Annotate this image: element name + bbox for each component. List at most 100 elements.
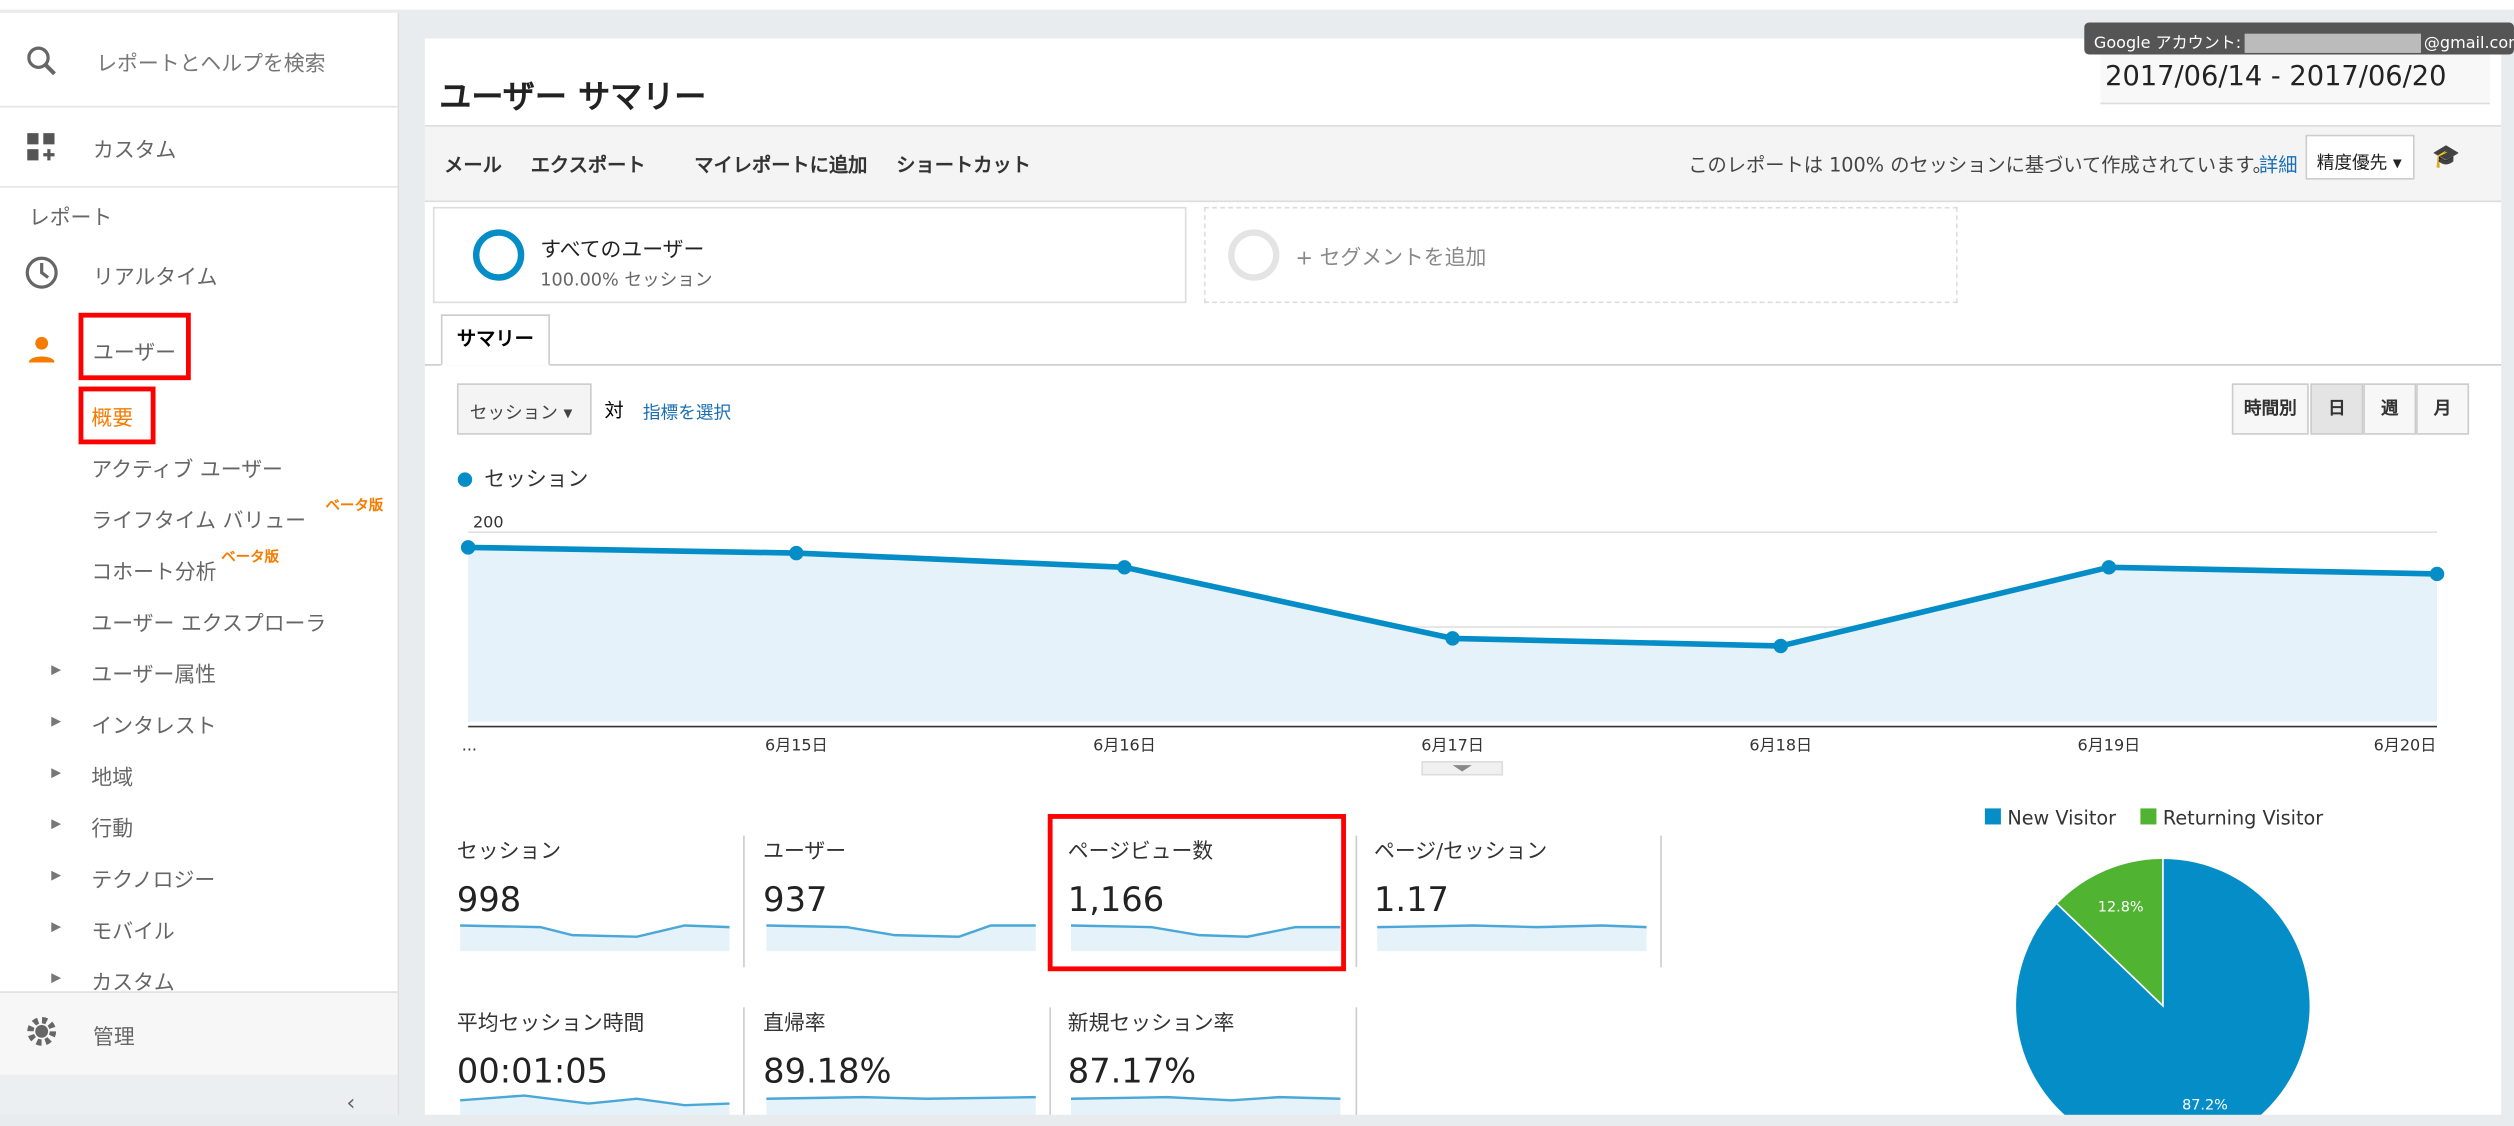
metric-label: 平均セッション時間	[457, 1011, 644, 1035]
period-button[interactable]: 時間別	[2231, 383, 2309, 435]
y-tick-label: 200	[473, 512, 504, 531]
sparkline	[1377, 924, 1647, 952]
segment-sub: 100.00% セッション	[540, 269, 713, 291]
legend-label: New Visitor	[2007, 806, 2116, 829]
nav-item[interactable]: アクティブ ユーザー	[91, 458, 283, 483]
segment-ring-empty	[1228, 229, 1280, 281]
precision-select[interactable]: 精度優先 ▾	[2305, 134, 2415, 180]
search-icon	[27, 46, 56, 76]
sparkline-line	[766, 1095, 1036, 1100]
nav-group[interactable]: 行動	[91, 818, 134, 843]
users[interactable]: ユーザー	[92, 341, 176, 366]
top-bar	[0, 0, 2514, 10]
admin[interactable]: 管理	[92, 1026, 135, 1051]
sparkline	[1070, 924, 1341, 952]
nav-group[interactable]: ユーザー属性	[91, 664, 217, 689]
nav-item[interactable]: ライフタイム バリュー	[91, 510, 307, 535]
account-badge: Google アカウント: @gmail.com	[2084, 22, 2514, 55]
page-title: ユーザー サマリー	[439, 76, 707, 116]
account-label: Google アカウント:	[2093, 35, 2242, 53]
data-point	[460, 540, 476, 555]
metric-label: ユーザー	[763, 839, 846, 863]
gear-icon	[27, 1016, 57, 1046]
metric-value: 937	[763, 880, 827, 919]
expand-arrow: ▶	[51, 867, 62, 883]
metric-value: 89.18%	[763, 1052, 891, 1091]
clock-icon	[25, 256, 58, 289]
sparkline-line	[460, 1094, 730, 1107]
legend-label: セッション	[484, 467, 588, 491]
realtime[interactable]: リアルタイム	[92, 266, 218, 291]
metric-value: 00:01:05	[457, 1052, 608, 1091]
beta-badge: ベータ版	[221, 550, 279, 567]
nav-group[interactable]: インタレスト	[91, 715, 217, 740]
sidebar: レポートとヘルプを検索 カスタム レポート リアルタイム ユーザー 管理 ‹ 概…	[0, 12, 400, 1126]
detail-link[interactable]: 詳細	[2259, 153, 2298, 177]
data-point	[789, 545, 804, 561]
nav-item[interactable]: コホート分析	[91, 561, 217, 586]
toolbar-item[interactable]: マイレポートに追加	[694, 153, 868, 177]
nav-group[interactable]: テクノロジー	[91, 869, 216, 894]
account-email: @gmail.com	[2423, 35, 2514, 53]
toolbar-item[interactable]: ショートカット	[896, 153, 1031, 177]
sparkline-area	[1071, 925, 1341, 952]
nav-group[interactable]: モバイル	[91, 920, 175, 945]
series-area	[468, 547, 2438, 722]
select-metric[interactable]: 指標を選択	[642, 402, 732, 424]
sparkline-line	[1070, 1095, 1341, 1102]
data-point	[2429, 566, 2445, 582]
segment-ring	[472, 229, 525, 281]
period-button[interactable]: 月	[2416, 383, 2470, 435]
sparkline	[766, 924, 1036, 952]
user-icon	[28, 336, 55, 363]
custom-icon	[27, 133, 55, 161]
data-point	[2101, 560, 2117, 575]
x-tick-label: 6月19日	[2078, 736, 2141, 755]
metric-label: 新規セッション率	[1068, 1011, 1235, 1035]
period-button[interactable]: 日	[2310, 383, 2364, 435]
notice: このレポートは 100% のセッションに基づいて作成されています。	[1688, 153, 2272, 177]
x-tick-label: 6月18日	[1749, 736, 1812, 755]
precision: 精度優先	[2316, 152, 2388, 174]
beta-badge: ベータ版	[325, 498, 384, 515]
metric-label: セッション	[457, 839, 561, 863]
x-tick-label: 6月17日	[1421, 736, 1484, 755]
metric-value: 998	[457, 880, 521, 919]
metric-label: ページ/セッション	[1374, 839, 1547, 863]
data-point	[1773, 638, 1788, 654]
expand-arrow: ▶	[51, 713, 62, 729]
metric-value: 1,166	[1068, 880, 1164, 919]
segment-name[interactable]: すべてのユーザー	[540, 238, 705, 264]
reports-heading: レポート	[28, 206, 113, 231]
tab[interactable]: サマリー	[440, 314, 550, 366]
data-point	[1117, 560, 1132, 575]
metric-value: 1.17	[1374, 880, 1449, 919]
legend-swatch	[1984, 808, 2001, 825]
sparkline-line	[766, 924, 1036, 938]
legend-swatch	[2140, 808, 2157, 825]
collapse-icon[interactable]: ‹	[346, 1090, 356, 1117]
toolbar-item[interactable]: メール	[444, 153, 502, 177]
expand-arrow: ▶	[51, 662, 62, 677]
search[interactable]: レポートとヘルプを検索	[96, 52, 326, 77]
metric: セッション	[469, 402, 558, 424]
nav-item[interactable]: 概要	[91, 407, 134, 432]
cap-icon[interactable]: 🎓	[2432, 144, 2461, 171]
x-tick-label: 6月16日	[1093, 736, 1156, 755]
expand-arrow: ▶	[51, 919, 62, 934]
nav-item[interactable]: ユーザー エクスプローラ	[91, 612, 327, 637]
metric-label: 直帰率	[763, 1011, 825, 1035]
date-range[interactable]: 2017/06/14 - 2017/06/20	[2100, 54, 2490, 105]
toolbar-item[interactable]: エクスポート	[530, 153, 646, 177]
nav-group[interactable]: 地域	[91, 766, 134, 791]
legend-dot	[457, 472, 473, 487]
add-segment[interactable]: + セグメントを追加	[1295, 247, 1487, 272]
period-button[interactable]: 週	[2363, 383, 2417, 435]
metric-select[interactable]: セッション ▾	[456, 383, 592, 435]
sparkline-area	[766, 925, 1036, 952]
expand-arrow: ▶	[51, 970, 62, 985]
nav-group[interactable]: カスタム	[91, 972, 175, 997]
custom[interactable]: カスタム	[92, 139, 177, 164]
